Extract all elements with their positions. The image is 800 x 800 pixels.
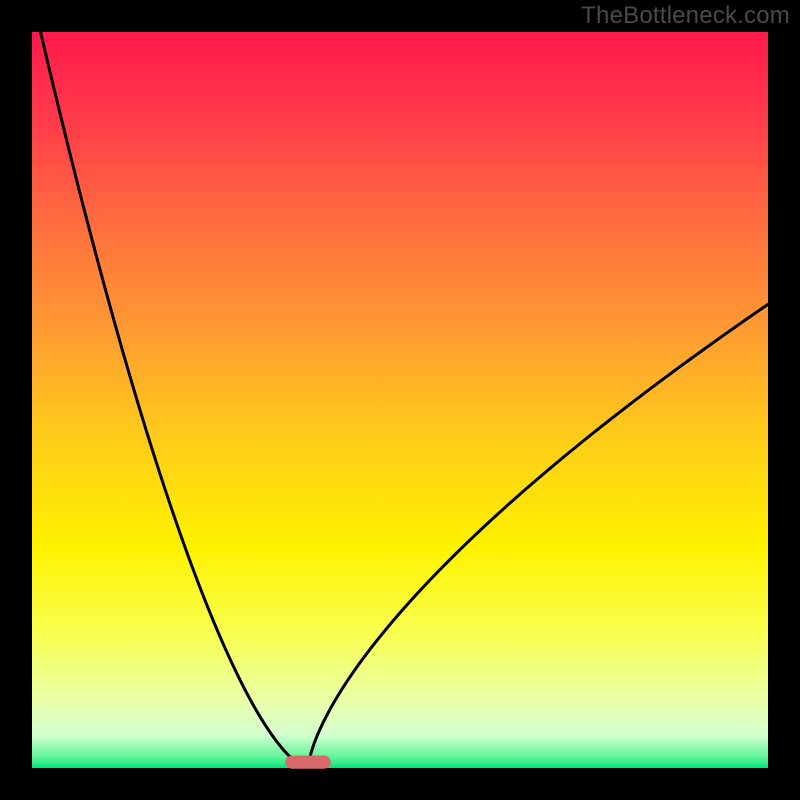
minimum-marker	[285, 755, 331, 768]
plot-svg	[0, 0, 800, 800]
watermark-text: TheBottleneck.com	[581, 2, 790, 30]
canvas: TheBottleneck.com	[0, 0, 800, 800]
plot-background	[32, 32, 768, 768]
